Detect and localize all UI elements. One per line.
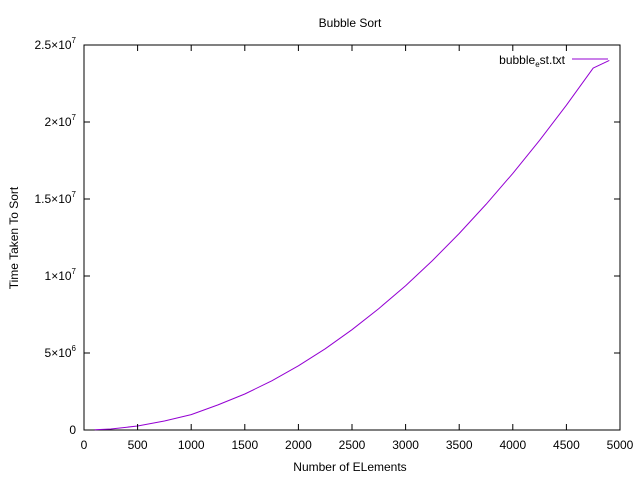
x-tick-label: 0 (81, 438, 88, 452)
legend: bubbleest.txt (499, 53, 608, 69)
x-tick-label: 1500 (231, 438, 258, 452)
y-tick-label: 2.5×107 (35, 36, 77, 52)
x-tick-label: 2000 (285, 438, 312, 452)
x-tick-label: 2500 (339, 438, 366, 452)
y-tick-label: 1×107 (45, 267, 77, 283)
x-axis-label: Number of ELements (293, 460, 406, 474)
y-tick-label: 0 (69, 423, 76, 437)
chart-title: Bubble Sort (319, 16, 382, 30)
y-tick-label: 1.5×107 (35, 190, 77, 206)
x-tick-label: 500 (128, 438, 148, 452)
series-line-bubble-sort (94, 59, 610, 431)
x-tick-label: 5000 (607, 438, 634, 452)
x-tick-label: 4000 (499, 438, 526, 452)
x-tick-label: 1000 (178, 438, 205, 452)
y-tick-label: 2×107 (45, 113, 77, 129)
x-tick-label: 4500 (553, 438, 580, 452)
legend-entry-label: bubbleest.txt (499, 53, 566, 69)
x-tick-label: 3000 (392, 438, 419, 452)
plot-area-border (83, 44, 621, 431)
y-axis-label: Time Taken To Sort (7, 186, 21, 289)
y-tick-label: 5×106 (45, 344, 77, 360)
x-tick-label: 3500 (446, 438, 473, 452)
